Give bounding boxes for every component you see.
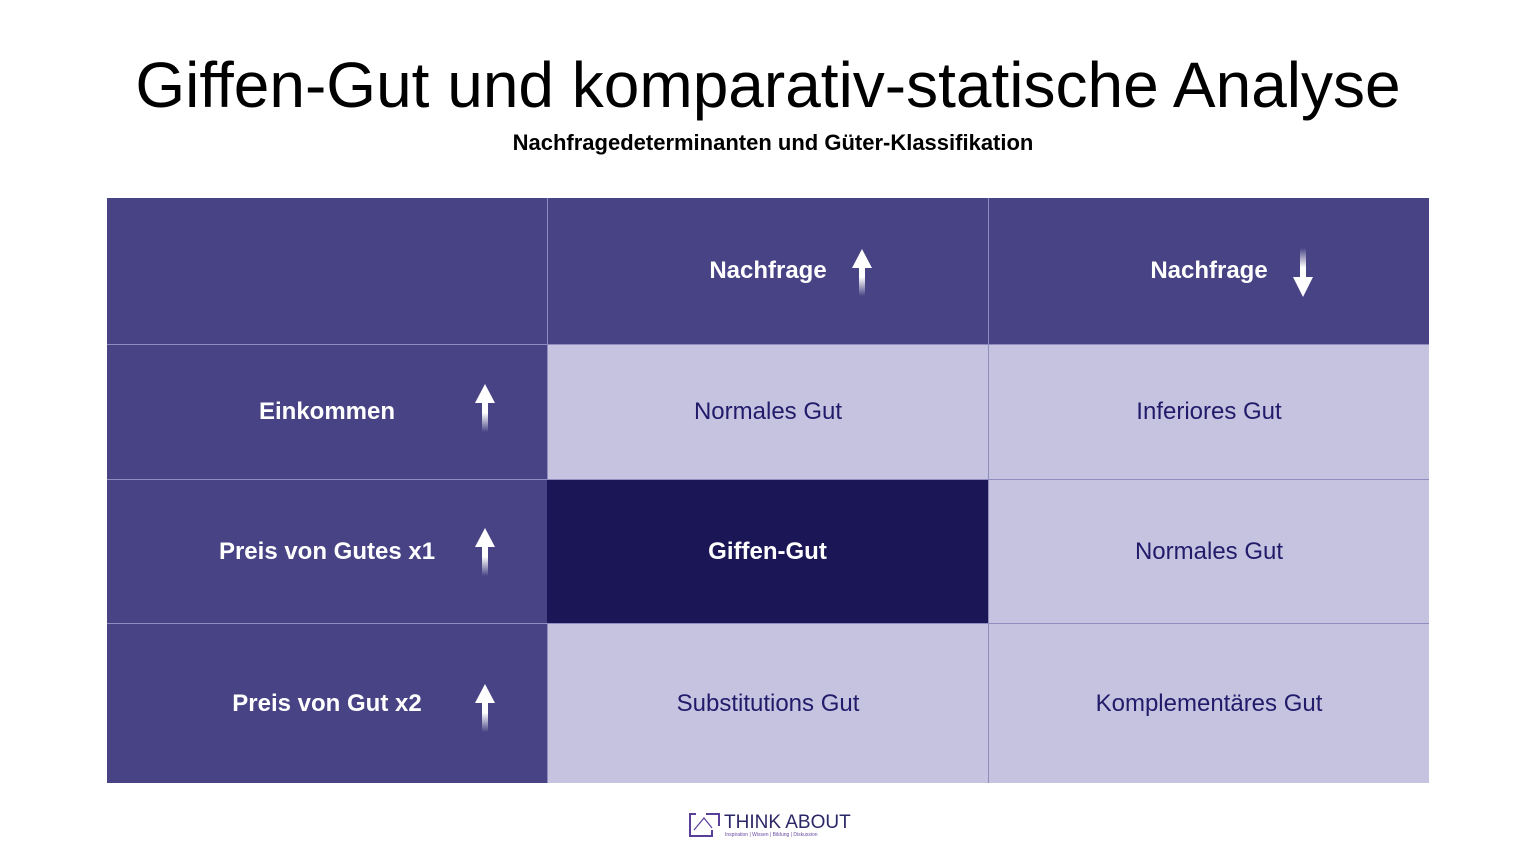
title: Giffen-Gut und komparativ-statische Anal…	[135, 49, 1401, 121]
arrow-down	[1293, 248, 1313, 297]
brand: THINK ABOUT	[724, 812, 851, 833]
cell-text: Komplementäres Gut	[1095, 689, 1323, 717]
arrow-up	[475, 384, 495, 432]
cell-text: Giffen-Gut	[708, 537, 827, 565]
cell: Normales Gut	[547, 344, 988, 479]
cell-highlight: Giffen-Gut	[547, 479, 988, 623]
cell: Normales Gut	[988, 479, 1429, 623]
column-header: Nachfrage	[988, 198, 1429, 344]
cell: Inferiores Gut	[988, 344, 1429, 479]
subtitle: Nachfragedeterminanten und Güter-Klassif…	[512, 130, 1034, 155]
cell-text: Normales Gut	[693, 398, 843, 425]
arrow-up	[475, 528, 495, 576]
cell: Substitutions Gut	[547, 623, 988, 783]
arrow-up	[852, 249, 872, 296]
tagline: Inspiration | Wissen | Bildung | Diskuss…	[725, 832, 818, 838]
cell: Komplementäres Gut	[988, 623, 1429, 783]
row-header: Einkommen	[107, 344, 547, 479]
column-header: Nachfrage	[547, 198, 988, 344]
row-label: Preis von Gutes x1	[218, 537, 436, 565]
column-header-text: Nachfrage	[709, 257, 827, 284]
cell-text: Inferiores Gut	[1136, 398, 1282, 425]
table: Nachfrage Nachfrage Einkommen Normales G…	[107, 198, 1429, 783]
corner-cell	[107, 198, 547, 344]
cell-text: Substitutions Gut	[676, 689, 860, 717]
logo-icon	[689, 813, 720, 837]
column-header-text: Nachfrage	[1150, 257, 1268, 284]
row-label: Preis von Gut x2	[232, 689, 422, 717]
row-header: Preis von Gutes x1	[107, 479, 547, 623]
row-label: Einkommen	[258, 398, 396, 425]
cell-text: Normales Gut	[1134, 537, 1284, 565]
row-header: Preis von Gut x2	[107, 623, 547, 783]
arrow-up	[475, 684, 495, 732]
